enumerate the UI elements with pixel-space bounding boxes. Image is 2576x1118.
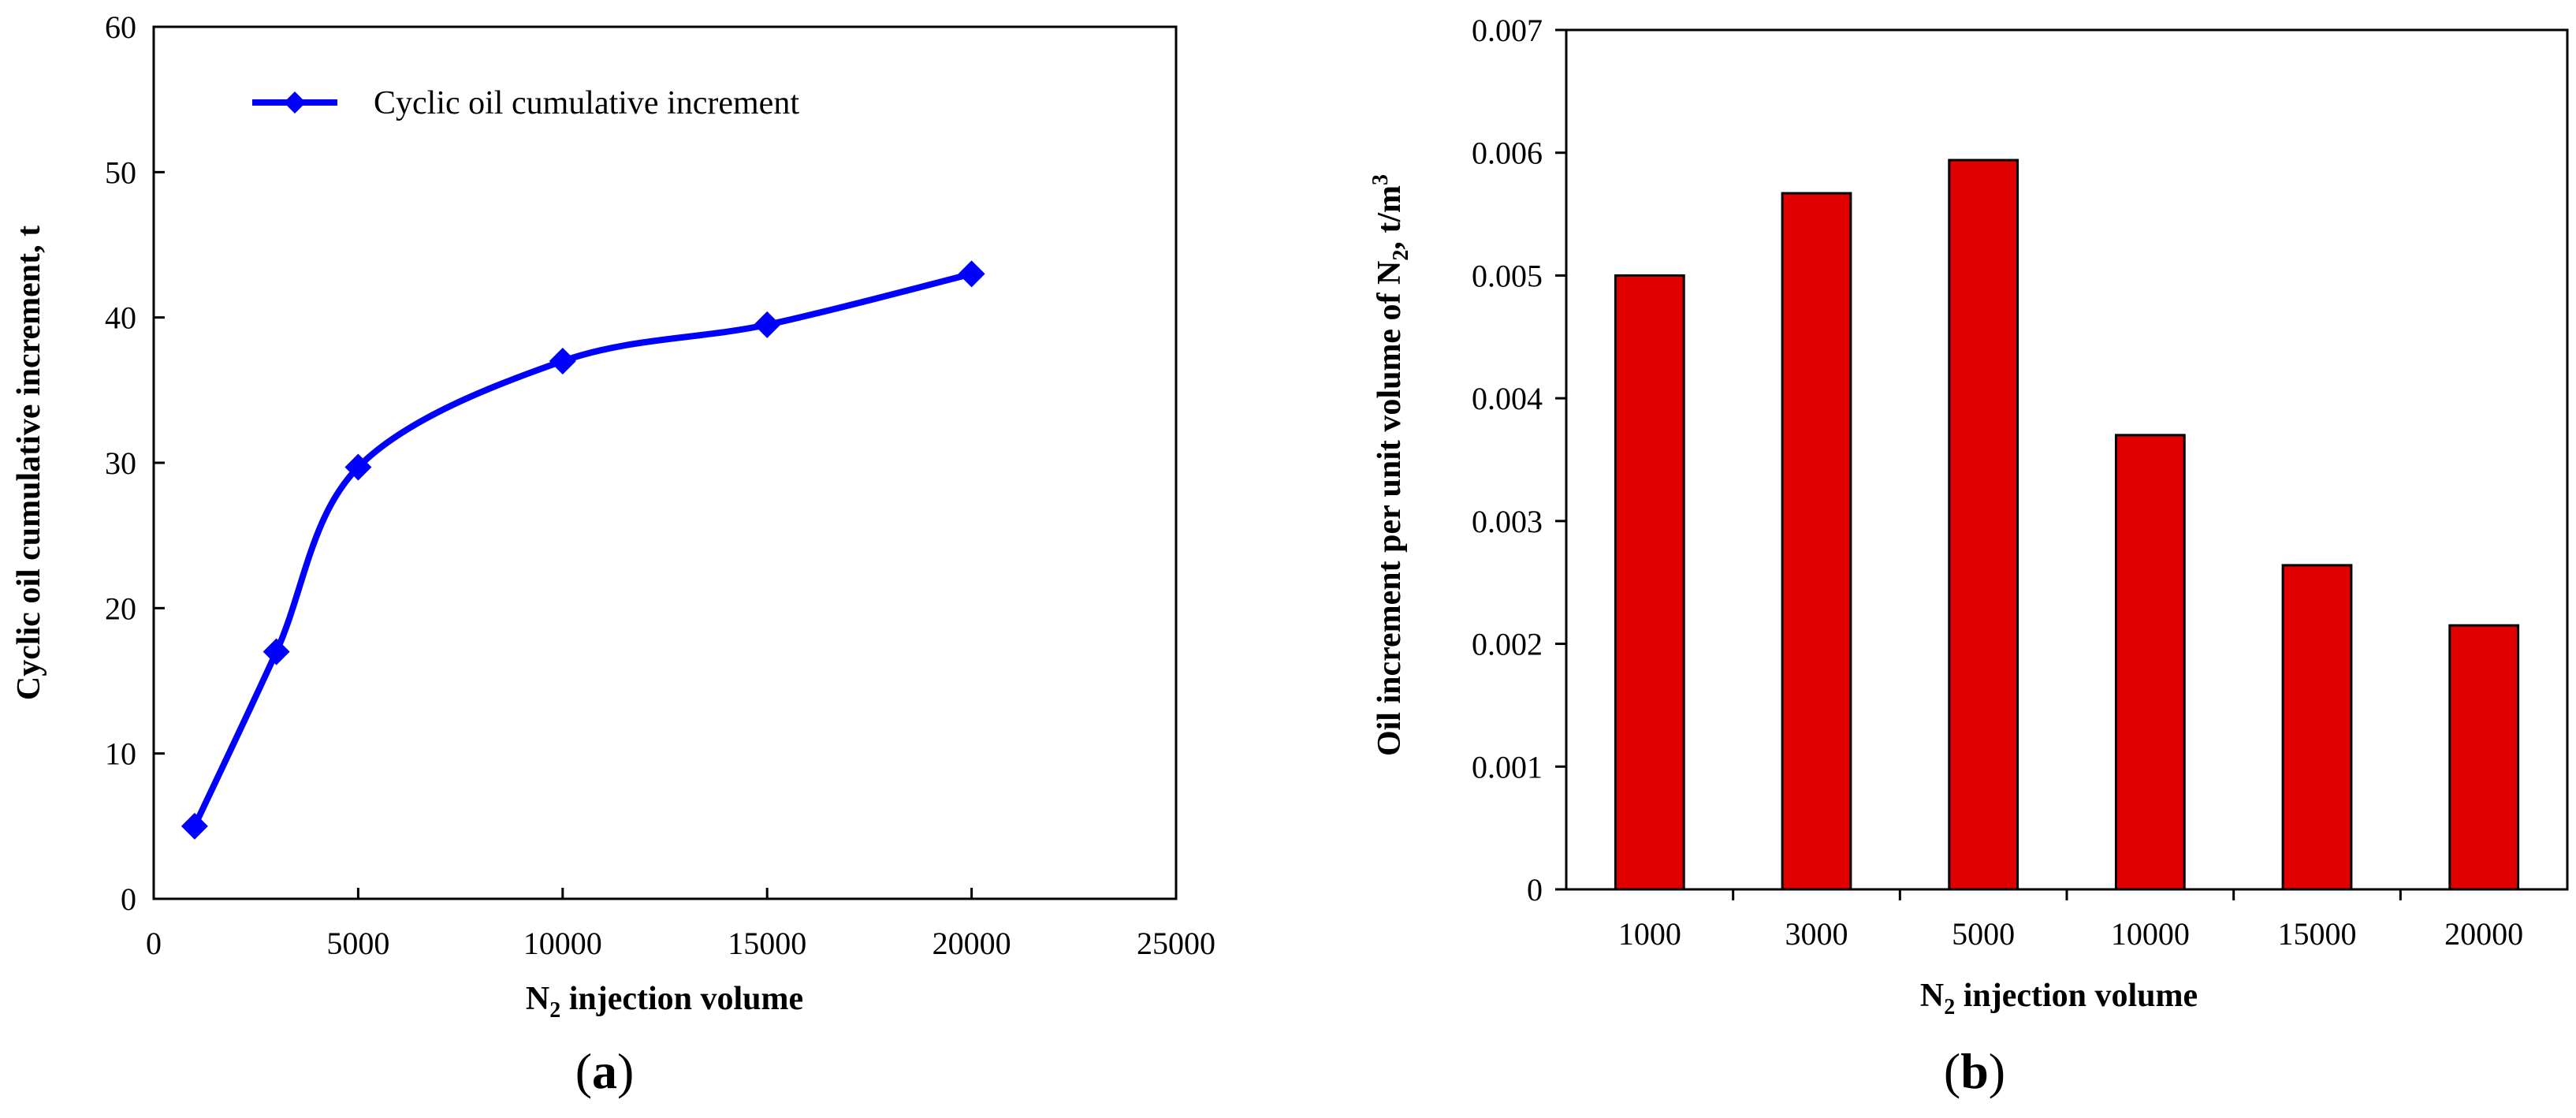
panel-label-b: (b) <box>1944 1043 2005 1099</box>
x-axis-ticks: 0 5000 10000 15000 20000 25000 <box>146 888 1215 961</box>
y-tick-label: 30 <box>105 445 136 481</box>
x-tick-label: 10000 <box>2111 916 2190 952</box>
bar <box>1781 192 1852 891</box>
data-point-marker <box>262 638 290 665</box>
series-line <box>192 270 973 828</box>
x-axis-title: N2 injection volume <box>526 981 803 1023</box>
x-axis-title: N2 injection volume <box>1920 978 2198 1019</box>
plot-area-frame <box>152 25 1178 900</box>
x-tick-label: 10000 <box>523 926 602 961</box>
y-tick-label: 0.003 <box>1472 504 1543 539</box>
x-tick-label: 1000 <box>1618 916 1681 952</box>
y-tick-label: 20 <box>105 591 136 626</box>
y-tick-label: 50 <box>105 155 136 190</box>
y-axis-ticks: 0 10 20 30 40 50 60 <box>105 9 165 917</box>
legend-diamond-marker <box>284 91 306 114</box>
x-tick-label: 5000 <box>1952 916 2015 952</box>
series-layer <box>181 260 985 840</box>
x-tick-label: 25000 <box>1137 926 1215 961</box>
x-tick-label: 3000 <box>1785 916 1848 952</box>
x-tick-label: 20000 <box>2444 916 2523 952</box>
y-axis-title: Oil increment per unit volume of N2, t/m… <box>1368 174 1413 756</box>
data-point-marker <box>958 260 985 288</box>
bar <box>1948 158 2019 891</box>
y-tick-label: 40 <box>105 300 136 336</box>
y-tick-label: 0 <box>121 881 136 917</box>
y-tick-label: 0.004 <box>1472 381 1543 416</box>
bar <box>2114 434 2186 891</box>
bar <box>2281 564 2353 891</box>
panel-b-bar-chart: 0 0.001 0.002 0.003 0.004 0.005 0.006 0.007 100… <box>1368 13 2569 1099</box>
data-point-marker <box>549 347 576 375</box>
plot-area-frame <box>1565 28 2569 891</box>
y-tick-label: 0.007 <box>1472 13 1543 48</box>
legend: Cyclic oil cumulative increment <box>252 85 799 121</box>
y-tick-label: 60 <box>105 9 136 45</box>
x-tick-label: 20000 <box>932 926 1011 961</box>
y-tick-label: 0.005 <box>1472 258 1543 293</box>
x-tick-label: 15000 <box>728 926 806 961</box>
y-axis-ticks: 0 0.001 0.002 0.003 0.004 0.005 0.006 0.007 <box>1472 13 1566 907</box>
y-tick-label: 0.006 <box>1472 136 1543 171</box>
y-tick-label: 0.002 <box>1472 627 1543 662</box>
x-tick-label: 5000 <box>326 926 389 961</box>
y-axis-title: Cyclic oil cumulative increment, t <box>11 225 47 700</box>
panel-label-a: (a) <box>575 1043 635 1099</box>
y-tick-label: 0.001 <box>1472 749 1543 784</box>
x-tick-label: 15000 <box>2278 916 2357 952</box>
y-tick-label: 10 <box>105 736 136 772</box>
bars-layer <box>1614 158 2520 891</box>
data-point-marker <box>754 311 781 338</box>
bar <box>2448 624 2520 891</box>
y-tick-label: 0 <box>1527 872 1543 907</box>
x-axis-ticks: 1000 3000 5000 10000 15000 20000 <box>1618 889 2523 952</box>
bar <box>1614 274 1685 891</box>
legend-label: Cyclic oil cumulative increment <box>374 85 799 121</box>
data-point-marker <box>344 453 372 481</box>
x-tick-label: 0 <box>146 926 162 961</box>
data-point-marker <box>181 812 208 840</box>
